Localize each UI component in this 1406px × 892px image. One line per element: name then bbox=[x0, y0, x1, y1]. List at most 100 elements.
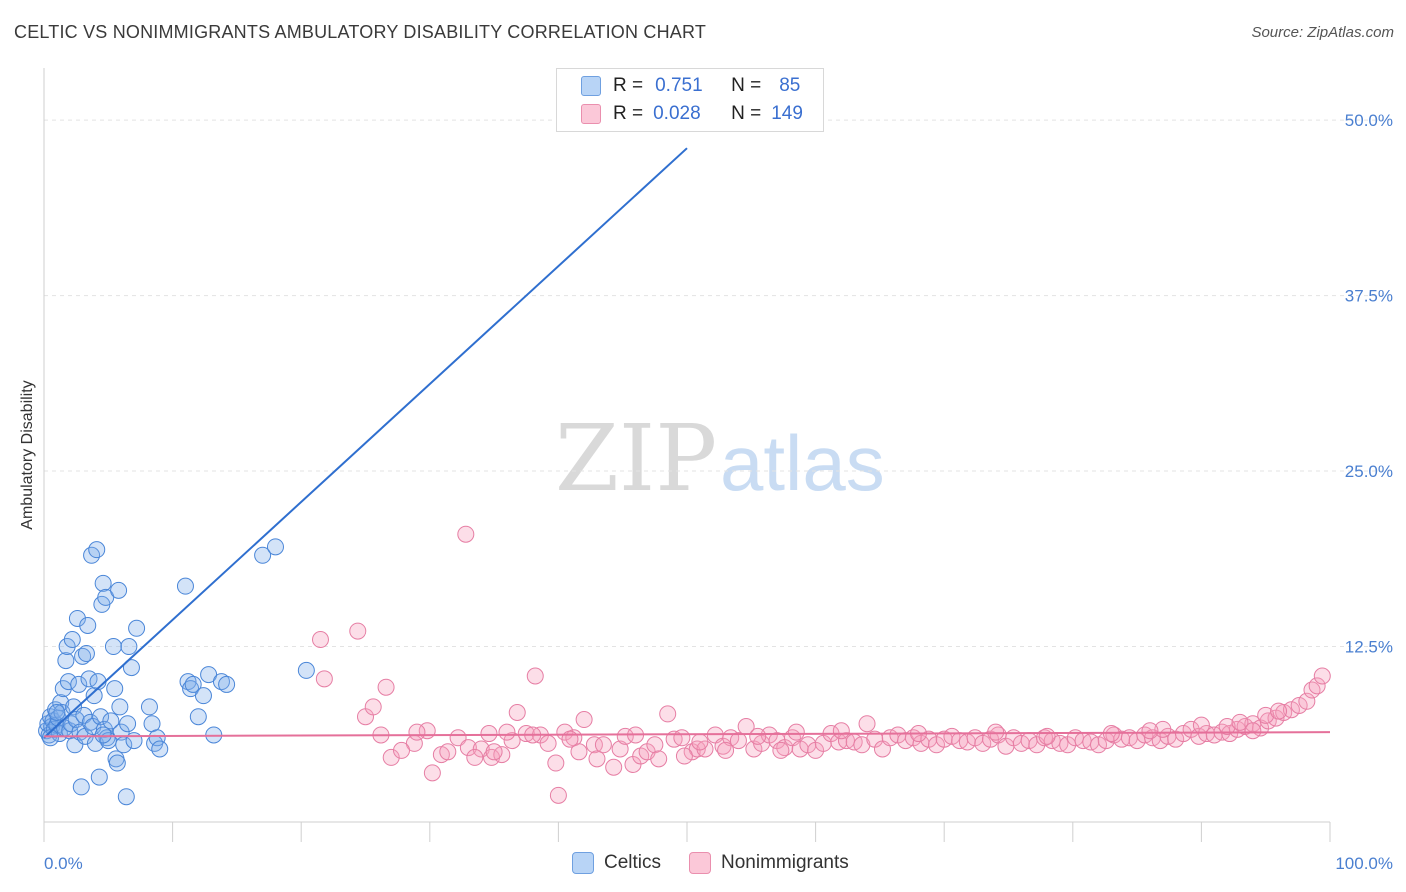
nonimmigrants-point bbox=[382, 748, 400, 766]
celtics-point bbox=[92, 708, 110, 726]
celtics-point bbox=[148, 729, 166, 747]
nonimmigrants-point bbox=[466, 748, 484, 766]
celtics-point bbox=[72, 778, 90, 796]
celtics-point bbox=[117, 788, 135, 806]
celtics-point bbox=[151, 740, 169, 758]
legend-swatch-nonimmigrants bbox=[581, 104, 601, 124]
nonimmigrants-point bbox=[364, 698, 382, 716]
legend-label-celtics: Celtics bbox=[604, 852, 662, 873]
legend-swatch-celtics bbox=[581, 76, 601, 96]
nonimmigrants-trend-line bbox=[43, 731, 1331, 738]
nonimmigrants-point bbox=[594, 736, 612, 754]
celtics-point bbox=[110, 581, 128, 599]
nonimmigrants-point bbox=[503, 732, 521, 750]
celtics-point bbox=[102, 712, 120, 730]
legend-label-nonimmigrants: Nonimmigrants bbox=[721, 852, 849, 873]
celtics-point bbox=[85, 687, 103, 705]
nonimmigrants-point bbox=[772, 741, 790, 759]
nonimmigrants-point bbox=[1192, 716, 1210, 734]
celtics-point bbox=[184, 675, 202, 693]
nonimmigrants-point bbox=[1218, 718, 1236, 736]
celtics-point bbox=[90, 768, 108, 786]
celtics-point bbox=[128, 619, 146, 637]
celtics-point bbox=[119, 715, 137, 733]
nonimmigrants-point bbox=[449, 729, 467, 747]
celtics-point bbox=[212, 673, 230, 691]
y-tick-label: 25.0% bbox=[1345, 462, 1393, 481]
celtics-point bbox=[189, 708, 207, 726]
nonimmigrants-point bbox=[526, 667, 544, 685]
series-legend: Celtics Nonimmigrants bbox=[572, 852, 877, 874]
nonimmigrants-point bbox=[673, 729, 691, 747]
celtics-point bbox=[218, 675, 236, 693]
nonimmigrants-point bbox=[717, 741, 735, 759]
celtics-point bbox=[63, 631, 81, 649]
legend-row-celtics: R = 0.751 N = 85 bbox=[581, 72, 800, 100]
y-tick-label: 50.0% bbox=[1345, 111, 1393, 130]
nonimmigrants-point bbox=[987, 723, 1005, 741]
celtics-point bbox=[108, 754, 126, 772]
nonimmigrants-point bbox=[561, 730, 579, 748]
nonimmigrants-point bbox=[832, 722, 850, 740]
celtics-point bbox=[97, 588, 115, 606]
celtics-point bbox=[104, 638, 122, 656]
nonimmigrants-point bbox=[585, 736, 603, 754]
nonimmigrants-point bbox=[646, 736, 664, 754]
legend-r-value-nonimmigrants: 0.028 bbox=[653, 103, 701, 124]
celtics-point bbox=[94, 574, 112, 592]
celtics-point bbox=[106, 680, 124, 698]
legend-swatch-nonimmigrants bbox=[689, 852, 712, 874]
celtics-point bbox=[48, 704, 66, 722]
legend-item-nonimmigrants[interactable]: Nonimmigrants bbox=[689, 852, 849, 874]
nonimmigrants-point bbox=[1282, 701, 1300, 719]
nonimmigrants-point bbox=[459, 739, 477, 757]
nonimmigrants-point bbox=[1308, 677, 1326, 695]
tick-labels: 12.5% 25.0% 37.5% 50.0% 0.0% 100.0% bbox=[44, 111, 1393, 873]
nonimmigrants-points bbox=[311, 525, 1331, 804]
celtics-point bbox=[194, 687, 212, 705]
nonimmigrants-point bbox=[943, 727, 961, 745]
celtics-point bbox=[140, 698, 158, 716]
nonimmigrants-point bbox=[588, 750, 606, 768]
nonimmigrants-point bbox=[858, 715, 876, 733]
nonimmigrants-point bbox=[539, 734, 557, 752]
nonimmigrants-point bbox=[1244, 722, 1262, 740]
legend-item-celtics[interactable]: Celtics bbox=[572, 852, 661, 874]
celtics-point bbox=[77, 645, 95, 663]
celtics-point bbox=[111, 698, 129, 716]
legend-n-label: N = bbox=[731, 75, 762, 96]
stats-legend: R = 0.751 N = 85 R = 0.028 N = 149 bbox=[556, 68, 824, 132]
nonimmigrants-point bbox=[423, 764, 441, 782]
celtics-point bbox=[59, 673, 77, 691]
celtics-point bbox=[254, 546, 272, 564]
x-tick-label: 0.0% bbox=[44, 854, 83, 873]
celtics-point bbox=[120, 638, 138, 656]
celtics-point bbox=[200, 666, 218, 684]
nonimmigrants-point bbox=[1231, 713, 1249, 731]
nonimmigrants-point bbox=[1090, 736, 1108, 754]
celtics-point bbox=[79, 616, 97, 634]
nonimmigrants-point bbox=[1290, 696, 1308, 714]
celtics-point bbox=[88, 541, 106, 559]
celtics-point bbox=[57, 652, 75, 670]
celtics-point bbox=[75, 706, 93, 724]
nonimmigrants-point bbox=[650, 750, 668, 768]
nonimmigrants-point bbox=[377, 678, 395, 696]
axes bbox=[43, 68, 1331, 842]
legend-n-label: N = bbox=[731, 103, 762, 124]
celtics-point bbox=[179, 673, 197, 691]
y-tick-label: 37.5% bbox=[1345, 287, 1393, 306]
nonimmigrants-point bbox=[547, 754, 565, 772]
nonimmigrants-point bbox=[485, 743, 503, 761]
nonimmigrants-point bbox=[549, 786, 567, 804]
celtics-point bbox=[125, 732, 143, 750]
nonimmigrants-point bbox=[749, 727, 767, 745]
celtics-point bbox=[68, 609, 86, 627]
legend-row-nonimmigrants: R = 0.028 N = 149 bbox=[581, 100, 803, 128]
legend-r-label: R = bbox=[613, 103, 644, 124]
celtics-point bbox=[70, 675, 88, 693]
watermark-atlas: atlas bbox=[720, 419, 885, 507]
celtics-point bbox=[94, 726, 112, 744]
nonimmigrants-point bbox=[1141, 722, 1159, 740]
nonimmigrants-point bbox=[691, 733, 709, 751]
